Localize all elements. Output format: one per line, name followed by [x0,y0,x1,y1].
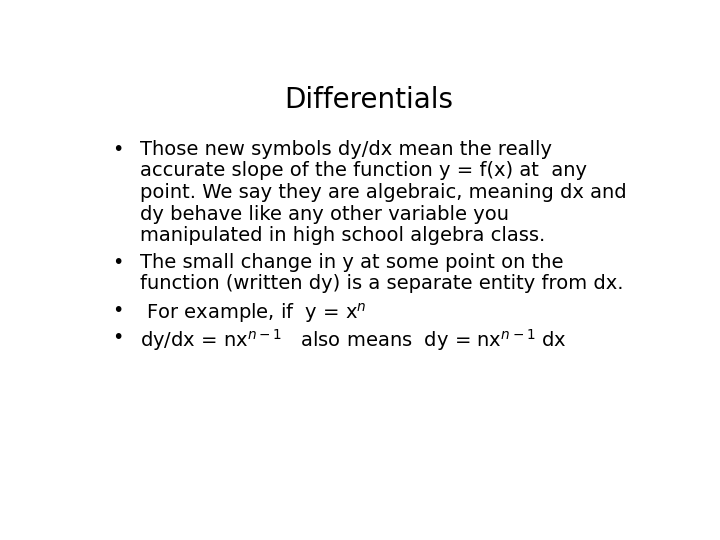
Text: dy/dx = nx$^{n-1}$   also means  dy = nx$^{n-1}$ dx: dy/dx = nx$^{n-1}$ also means dy = nx$^{… [140,328,567,354]
Text: function (written dy) is a separate entity from dx.: function (written dy) is a separate enti… [140,274,624,293]
Text: Differentials: Differentials [284,85,454,113]
Text: •: • [112,253,124,272]
Text: •: • [112,328,124,347]
Text: manipulated in high school algebra class.: manipulated in high school algebra class… [140,226,546,245]
Text: dy behave like any other variable you: dy behave like any other variable you [140,205,509,224]
Text: •: • [112,140,124,159]
Text: The small change in y at some point on the: The small change in y at some point on t… [140,253,564,272]
Text: For example, if  y = x$^n$: For example, if y = x$^n$ [140,301,367,325]
Text: point. We say they are algebraic, meaning dx and: point. We say they are algebraic, meanin… [140,183,627,202]
Text: •: • [112,301,124,320]
Text: Those new symbols dy/dx mean the really: Those new symbols dy/dx mean the really [140,140,552,159]
Text: accurate slope of the function y = f(x) at  any: accurate slope of the function y = f(x) … [140,161,588,180]
